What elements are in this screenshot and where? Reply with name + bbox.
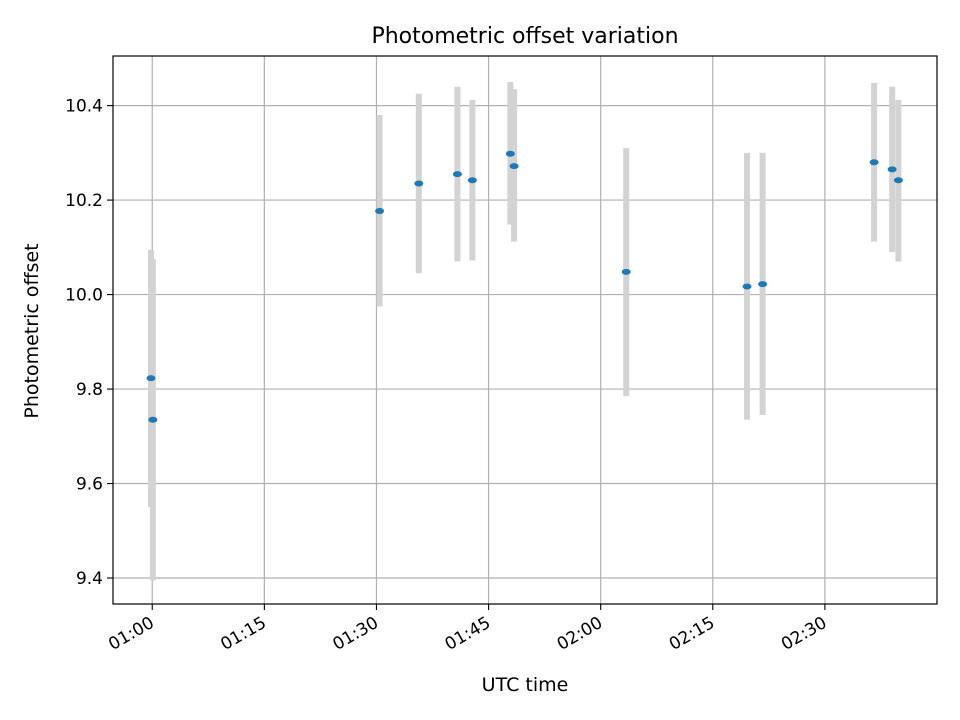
data-point bbox=[414, 180, 424, 187]
data-point bbox=[742, 283, 752, 290]
chart-title: Photometric offset variation bbox=[371, 24, 678, 49]
y-tick-label: 9.8 bbox=[76, 380, 103, 400]
data-points bbox=[146, 150, 903, 423]
data-point bbox=[452, 171, 462, 178]
y-tick-label: 10.2 bbox=[65, 191, 103, 211]
y-tick-label: 9.6 bbox=[76, 475, 103, 495]
data-point bbox=[146, 375, 156, 382]
y-tick-label: 10.4 bbox=[65, 97, 103, 117]
x-axis-label: UTC time bbox=[482, 674, 569, 696]
data-point bbox=[375, 207, 385, 214]
data-point bbox=[621, 268, 631, 275]
y-tick-label: 10.0 bbox=[65, 286, 103, 306]
data-point bbox=[869, 159, 879, 166]
y-tick-label: 9.4 bbox=[76, 569, 103, 589]
data-point bbox=[148, 416, 158, 423]
data-point bbox=[758, 281, 768, 288]
data-point bbox=[505, 150, 515, 157]
data-point bbox=[509, 163, 519, 170]
y-axis-label: Photometric offset bbox=[21, 243, 43, 418]
plot-frame bbox=[112, 55, 938, 605]
data-point bbox=[467, 177, 477, 184]
data-point bbox=[887, 166, 897, 173]
grid bbox=[113, 56, 937, 604]
data-point bbox=[893, 177, 903, 184]
